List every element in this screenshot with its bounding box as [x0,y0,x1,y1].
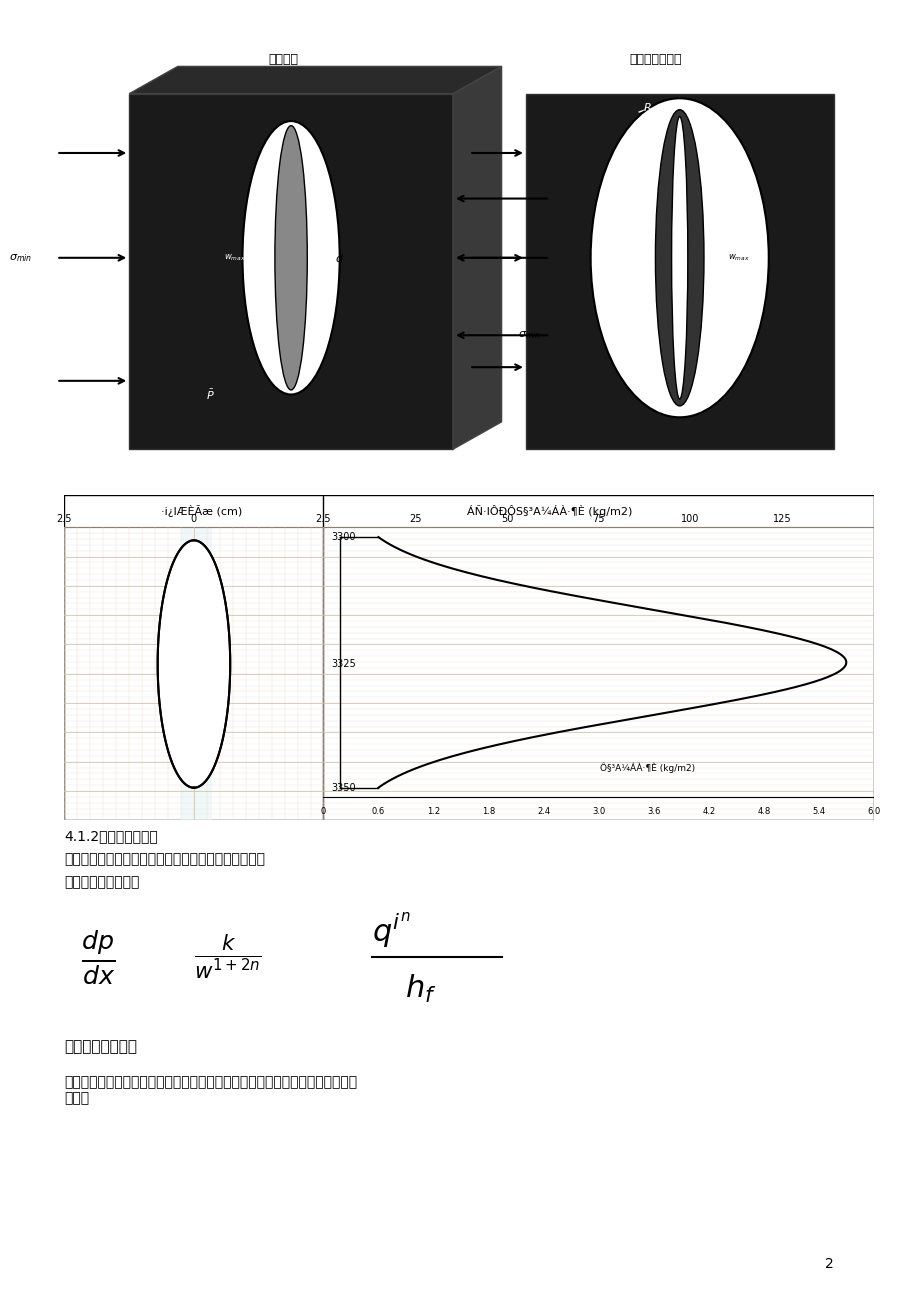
Ellipse shape [671,117,687,400]
Ellipse shape [654,109,703,406]
Ellipse shape [243,121,339,395]
Text: $q^{i^n}$: $q^{i^n}$ [371,910,410,949]
Polygon shape [157,540,230,788]
Text: $h_f$: $h_f$ [404,973,436,1005]
FancyBboxPatch shape [181,527,212,820]
Text: 地面施工压力计算: 地面施工压力计算 [64,1039,137,1055]
Text: 2.5: 2.5 [57,514,72,525]
Text: $w_{max}$: $w_{max}$ [223,253,245,263]
Text: 5.4: 5.4 [811,807,824,816]
Text: ·i¿lÆÈÃæ (cm): ·i¿lÆÈÃæ (cm) [161,504,243,517]
Text: 75: 75 [592,514,605,525]
Text: 2.4: 2.4 [537,807,550,816]
Text: $\frac{dp}{dx}$: $\frac{dp}{dx}$ [81,928,115,986]
Text: 25: 25 [409,514,421,525]
Text: $w'_{max} = \frac{8(\bar{P}_i - \sigma_{min})R}{\pi E^{\prime}}$: $w'_{max} = \frac{8(\bar{P}_i - \sigma_{… [589,516,704,543]
Text: $\bar{w} = \frac{\pi}{4} w_{max}$: $\bar{w} = \frac{\pi}{4} w_{max}$ [255,573,326,595]
Text: 6.0: 6.0 [867,807,879,816]
Text: 0: 0 [321,807,325,816]
FancyBboxPatch shape [64,495,873,820]
Text: 4.8: 4.8 [756,807,770,816]
Text: 1.8: 1.8 [482,807,494,816]
Text: $\sigma_{min}$: $\sigma_{min}$ [9,251,32,264]
Text: 0.6: 0.6 [371,807,385,816]
Text: 100: 100 [681,514,699,525]
Text: 1.2: 1.2 [426,807,439,816]
Text: 2: 2 [823,1258,833,1271]
Text: $\sigma_{min}$: $\sigma_{min}$ [517,329,540,341]
FancyBboxPatch shape [56,504,121,595]
FancyBboxPatch shape [129,94,452,449]
Text: 50: 50 [500,514,513,525]
Text: $w_{max}$: $w_{max}$ [728,253,749,263]
Text: $R$: $R$ [642,102,651,113]
Text: 4.2: 4.2 [701,807,715,816]
Polygon shape [452,66,501,449]
Text: 3300: 3300 [331,533,356,542]
Text: 沿缝长的压力梯度：: 沿缝长的压力梯度： [64,875,140,889]
Text: $w_{max} = \frac{2(\bar{P}_i - \sigma_{min})d}{E^{\prime}}$: $w_{max} = \frac{2(\bar{P}_i - \sigma_{m… [235,516,346,543]
Text: 3.6: 3.6 [646,807,660,816]
Text: 径向裂缝平面图: 径向裂缝平面图 [629,52,681,65]
Text: $d$: $d$ [335,251,344,264]
Ellipse shape [590,98,768,417]
Text: $\frac{k}{w^{1+2n}}$: $\frac{k}{w^{1+2n}}$ [194,932,262,982]
Text: 3325: 3325 [331,659,356,669]
Text: Ô§³A¼ÁÀ·¶È (kg/m2): Ô§³A¼ÁÀ·¶È (kg/m2) [599,763,694,773]
Text: 施工时地面压力可以根据地层破裂压力、井筒摩阻、近井筒摩阻计算得到，计算
公式：: 施工时地面压力可以根据地层破裂压力、井筒摩阻、近井筒摩阻计算得到，计算 公式： [64,1075,357,1105]
Text: $\bar{P}$: $\bar{P}$ [206,388,214,401]
Text: 裂缝内压力梯度取决于压裂液的流变性、流速、缝宽。: 裂缝内压力梯度取决于压裂液的流变性、流速、缝宽。 [64,852,265,866]
Text: 二维裂缝: 二维裂缝 [267,52,298,65]
Text: 125: 125 [772,514,790,525]
Text: 4.1.2裂缝内压力方程: 4.1.2裂缝内压力方程 [64,829,158,844]
Polygon shape [129,66,501,94]
Ellipse shape [275,126,307,391]
Text: 0: 0 [190,514,197,525]
Text: ÁÑ·IÔÐÔS§³A¼ÁÀ·¶È (kg/m2): ÁÑ·IÔÐÔS§³A¼ÁÀ·¶È (kg/m2) [467,504,632,517]
Text: 3350: 3350 [331,783,356,793]
Text: 3.0: 3.0 [592,807,605,816]
Text: $\bar{w} = \frac{2}{4} w_{max}$: $\bar{w} = \frac{2}{4} w_{max}$ [611,573,682,598]
FancyBboxPatch shape [526,94,833,449]
Text: 85: 85 [81,540,96,553]
Text: 2.5: 2.5 [315,514,331,525]
